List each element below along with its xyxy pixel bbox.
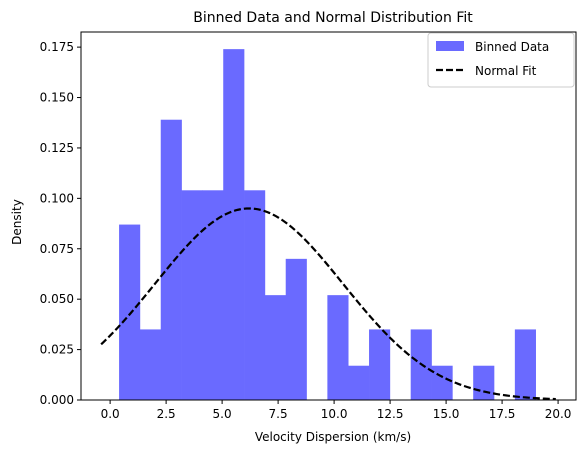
histogram-bar (181, 190, 203, 400)
histogram-bar (473, 365, 495, 400)
histogram-bar (327, 295, 349, 400)
axes (80, 31, 577, 401)
histogram-bar (285, 258, 307, 400)
legend-label-normal-fit: Normal Fit (475, 64, 537, 78)
legend-frame (427, 32, 575, 88)
normal-fit-line (100, 207, 556, 401)
x-tick-label: 5.0 (213, 407, 232, 421)
histogram-bar (160, 119, 182, 401)
y-axis-label: Density (10, 199, 24, 245)
x-tick-label: 2.5 (157, 407, 176, 421)
histogram-bar (348, 365, 370, 400)
ticks: 0.0 2.5 5.0 7.5 10.0 12.5 15.0 17.5 20.0 0.000 0.0… (40, 40, 572, 421)
normal-fit-line-layer (100, 207, 556, 401)
chart-title: Binned Data and Normal Distribution Fit (193, 10, 473, 26)
x-tick-label: 7.5 (269, 407, 288, 421)
legend: Binned Data Normal Fit (427, 32, 575, 88)
y-tick-label: 0.100 (40, 191, 74, 205)
histogram-bar (223, 49, 245, 401)
x-tick-label: 15.0 (433, 407, 460, 421)
histogram-bar (369, 329, 391, 400)
histogram-bar (139, 329, 162, 400)
histogram-bars (119, 49, 536, 401)
axes-frame (80, 31, 577, 401)
y-tick-label: 0.150 (40, 91, 74, 105)
y-tick-label: 0.125 (40, 141, 74, 155)
histogram-bar (202, 190, 224, 400)
x-tick-label: 17.5 (489, 407, 516, 421)
x-tick-label: 20.0 (545, 407, 572, 421)
histogram-bar (514, 329, 536, 400)
x-tick-label: 10.0 (321, 407, 348, 421)
x-axis-label: Velocity Dispersion (km/s) (255, 430, 411, 444)
legend-swatch-binned-data (436, 41, 464, 51)
histogram-bar (431, 365, 453, 400)
legend-label-binned-data: Binned Data (475, 40, 549, 54)
histogram-bar (264, 295, 287, 400)
y-tick-label: 0.075 (40, 242, 74, 256)
y-tick-label: 0.025 (40, 343, 74, 357)
y-tick-label: 0.000 (40, 393, 74, 407)
histogram-bar (119, 224, 141, 400)
x-tick-label: 12.5 (377, 407, 404, 421)
y-tick-label: 0.050 (40, 292, 74, 306)
histogram-bar (244, 190, 266, 400)
y-tick-label: 0.175 (40, 40, 74, 54)
x-tick-label: 0.0 (101, 407, 120, 421)
